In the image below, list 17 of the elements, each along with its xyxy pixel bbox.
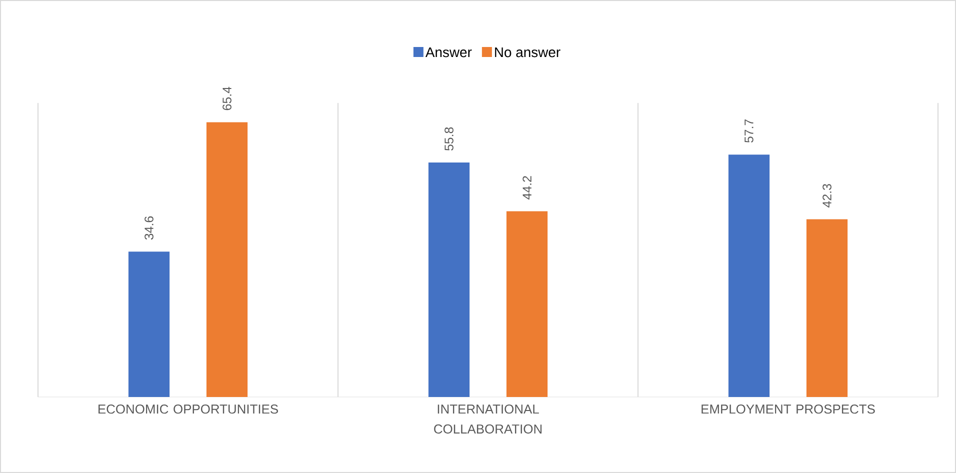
data-label: 44.2 [522,176,532,200]
x-tick-label: ECONOMIC OPPORTUNITIES [98,404,278,414]
bar [728,154,770,397]
data-label: 42.3 [822,184,832,208]
bar [128,252,170,397]
legend-label: Answer [425,47,472,58]
legend-label: No answer [495,47,560,58]
bar [506,211,548,397]
x-tick-label: INTERNATIONAL COLLABORATION [434,404,542,434]
bar [806,219,848,397]
bar [428,162,470,397]
data-label: 65.4 [222,86,232,110]
data-label: 34.6 [144,216,154,240]
data-label: 55.8 [444,127,454,151]
data-label: 57.7 [744,119,754,143]
bar [206,122,248,397]
x-tick-label: EMPLOYMENT PROSPECTS [702,404,875,414]
